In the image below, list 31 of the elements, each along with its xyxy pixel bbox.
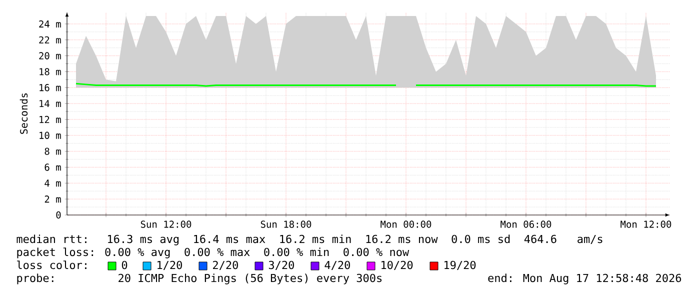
text: end: Mon Aug 17 12:58:48 2026	[488, 274, 682, 284]
y-tick-label: 22 m	[39, 36, 61, 44]
y-tick-label: 24 m	[39, 20, 61, 28]
legend-label: 10/20	[382, 260, 413, 270]
y-tick-label: 18 m	[40, 68, 61, 76]
y-tick-label: 16 m	[40, 84, 61, 92]
legend-label: 2/20	[213, 260, 238, 270]
x-tick-label: Sun 18:00	[260, 220, 312, 228]
legend-label: 19/20	[444, 260, 476, 270]
x-tick-label: Mon 12:00	[620, 220, 672, 228]
legend-title: loss color:	[17, 260, 86, 270]
y-tick-label: 6 m	[44, 164, 61, 171]
legend-label: 1/20	[158, 260, 182, 270]
y-tick-label: 8 m	[44, 148, 61, 155]
y-tick-label: 10 m	[40, 132, 61, 139]
y-tick-label: 0	[56, 211, 61, 219]
y-tick-label: 20 m	[39, 52, 61, 60]
text: probe: 20 ICMP Echo Pings (56 Bytes) every 300s	[17, 274, 382, 284]
y-tick-label: 2 m	[44, 196, 61, 203]
text: packet loss: 0.00 % avg 0.00 % max 0.00 % min 0.00 % now	[17, 248, 410, 258]
x-tick-label: Mon 06:00	[500, 220, 552, 228]
x-tick-label: Mon 00:00	[380, 220, 432, 228]
legend-label: 4/20	[324, 260, 350, 270]
y-axis-title: Seconds	[20, 93, 28, 134]
y-tick-label: 4 m	[44, 180, 61, 187]
y-tick-label: 12 m	[40, 116, 61, 123]
x-tick-label: Sun 12:00	[140, 220, 192, 228]
legend-label: 0	[122, 260, 128, 270]
legend-label: 3/20	[268, 260, 294, 270]
text: median rtt: 16.3 ms avg 16.4 ms max 16.2 ms min 16.2 ms now 0.0 ms sd 464.6 am/s	[16, 234, 602, 246]
y-tick-label: 14 m	[40, 100, 61, 108]
